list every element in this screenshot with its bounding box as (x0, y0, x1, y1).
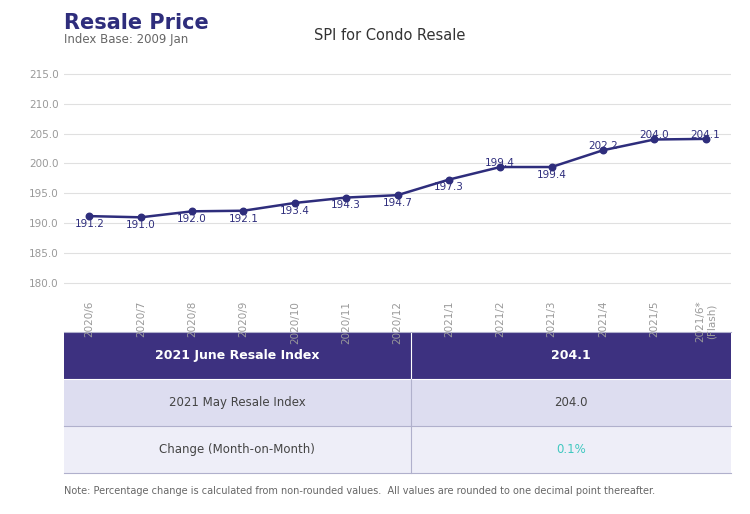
Point (442, 175, 454, 183)
Text: 202.2: 202.2 (588, 141, 618, 151)
Text: 2020/10: 2020/10 (290, 301, 300, 343)
Text: 204.0: 204.0 (640, 131, 669, 140)
Text: 192.1: 192.1 (229, 213, 259, 224)
Text: 2021 June Resale Index: 2021 June Resale Index (155, 348, 320, 362)
Point (289, 199, 301, 207)
Point (545, 163, 557, 171)
Text: 2020/6: 2020/6 (85, 301, 94, 337)
Text: 191.2: 191.2 (74, 219, 104, 229)
Text: 204.1: 204.1 (551, 348, 591, 362)
Text: 0.1%: 0.1% (556, 443, 586, 456)
Text: Resale Price: Resale Price (64, 13, 208, 33)
Text: 191.0: 191.0 (126, 220, 156, 230)
Point (238, 207, 250, 215)
Text: 192.0: 192.0 (177, 214, 207, 224)
Point (700, 135, 712, 143)
Text: 2021/4: 2021/4 (598, 301, 608, 337)
Text: SPI for Condo Resale: SPI for Condo Resale (314, 28, 466, 43)
Text: 194.7: 194.7 (382, 198, 412, 208)
Text: 2020/8: 2020/8 (187, 301, 197, 337)
Text: 2020/11: 2020/11 (341, 301, 351, 344)
Point (648, 135, 660, 143)
Point (186, 207, 198, 215)
Text: 2021/1: 2021/1 (444, 301, 454, 337)
Text: Note: Percentage change is calculated from non-rounded values.  All values are r: Note: Percentage change is calculated fr… (64, 486, 655, 496)
Point (494, 163, 506, 171)
Text: 204.1: 204.1 (691, 130, 721, 140)
Text: 2021/6*
(Flash): 2021/6* (Flash) (694, 301, 716, 342)
Point (340, 193, 352, 201)
Text: 199.4: 199.4 (536, 170, 566, 180)
Text: 204.0: 204.0 (554, 396, 588, 409)
Point (83, 212, 95, 220)
Text: 2021 May Resale Index: 2021 May Resale Index (169, 396, 306, 409)
Point (597, 146, 609, 154)
Point (392, 191, 404, 199)
Text: Index Base: 2009 Jan: Index Base: 2009 Jan (64, 33, 188, 46)
Text: 194.3: 194.3 (332, 200, 361, 210)
Text: 193.4: 193.4 (280, 206, 310, 216)
Point (135, 213, 147, 222)
Text: 2021/5: 2021/5 (650, 301, 659, 337)
Text: 2020/12: 2020/12 (392, 301, 403, 344)
Text: Change (Month-on-Month): Change (Month-on-Month) (159, 443, 315, 456)
Text: 2020/7: 2020/7 (136, 301, 146, 337)
Text: 2020/9: 2020/9 (238, 301, 248, 337)
Text: 197.3: 197.3 (434, 182, 463, 192)
Text: 199.4: 199.4 (485, 158, 515, 168)
Text: 2021/3: 2021/3 (547, 301, 556, 337)
Text: 2021/2: 2021/2 (495, 301, 506, 337)
